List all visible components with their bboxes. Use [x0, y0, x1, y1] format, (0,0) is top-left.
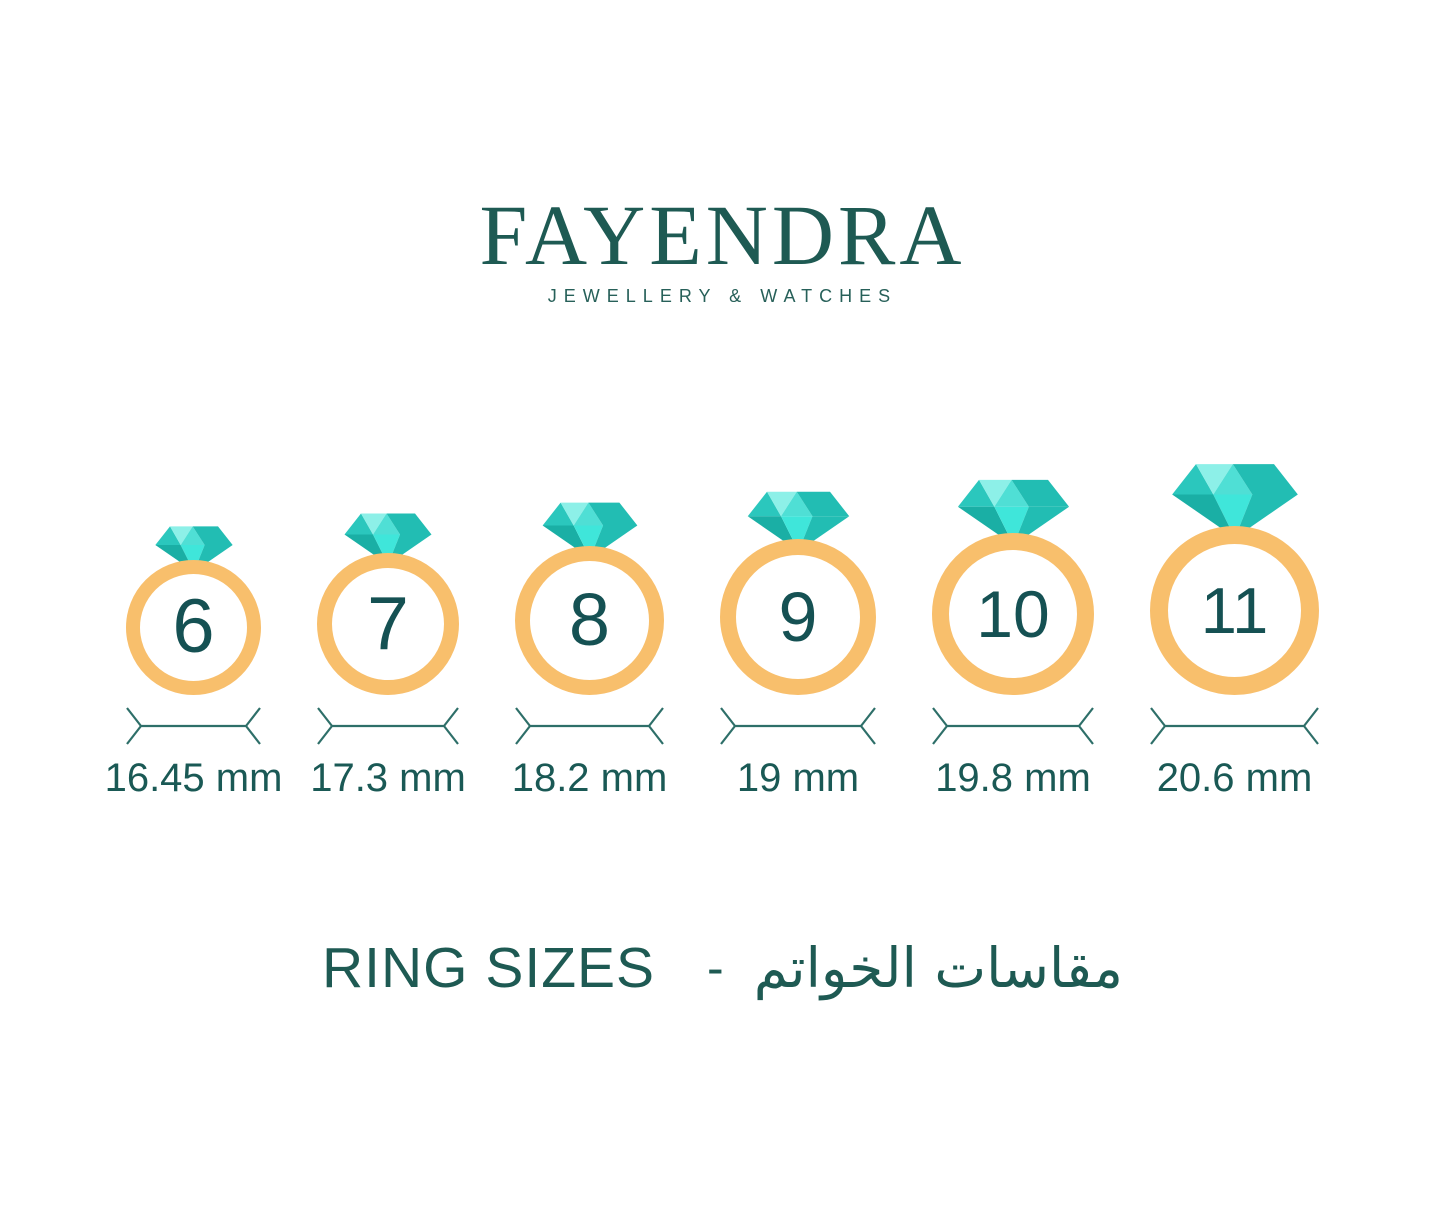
diameter-arrow-icon: [515, 707, 664, 745]
diameter-label: 16.45 mm: [104, 755, 283, 800]
ring-band: 8: [515, 545, 664, 695]
diameter-arrow-icon: [1150, 707, 1319, 745]
caption-arabic: مقاسات الخواتم: [753, 935, 1123, 1000]
diameter-label: 18.2 mm: [511, 755, 668, 800]
caption-english: RING SIZES: [322, 935, 656, 1000]
ring-size-number: 7: [367, 581, 409, 666]
ring-size-item-7: 7 17.3 mm: [310, 512, 466, 802]
ring-band: 10: [932, 532, 1094, 695]
brand-logo: FAYENDRA JEWELLERY & WATCHES: [0, 0, 1445, 307]
ring-size-number: 9: [778, 577, 818, 656]
ring-size-number: 6: [172, 584, 215, 670]
diameter-label: 20.6 mm: [1156, 755, 1313, 800]
ring-size-item-6: 6 16.45 mm: [105, 525, 282, 802]
diameter-arrow-icon: [932, 707, 1094, 745]
caption: RING SIZES - مقاسات الخواتم: [0, 935, 1445, 1001]
diamond-icon: [957, 479, 1069, 545]
ring-band: 11: [1150, 525, 1319, 695]
ring-size-item-9: 9 19 mm: [720, 490, 876, 802]
caption-separator: -: [707, 939, 724, 996]
diameter-label: 19.8 mm: [935, 755, 1091, 800]
ring-band: 7: [317, 552, 459, 695]
diameter-label: 19 mm: [736, 755, 860, 800]
rings-row: 6 16.45 mm 7 17.3 mm: [0, 462, 1445, 802]
ring-size-number: 10: [976, 576, 1050, 651]
diameter-arrow-icon: [317, 707, 459, 745]
brand-name: FAYENDRA: [479, 187, 966, 283]
ring-size-item-8: 8 18.2 mm: [512, 501, 667, 802]
brand-tagline: JEWELLERY & WATCHES: [547, 286, 898, 306]
ring-band: 6: [126, 559, 261, 695]
ring-size-item-10: 10 19.8 mm: [932, 478, 1094, 802]
diamond-icon: [542, 502, 637, 558]
ring-size-number: 8: [568, 578, 611, 662]
diameter-arrow-icon: [126, 707, 261, 745]
diameter-label: 17.3 mm: [310, 755, 466, 800]
ring-size-item-11: 11 20.6 mm: [1150, 462, 1319, 802]
ring-size-number: 11: [1200, 573, 1269, 647]
ring-band: 9: [720, 538, 876, 695]
diameter-arrow-icon: [720, 707, 876, 745]
